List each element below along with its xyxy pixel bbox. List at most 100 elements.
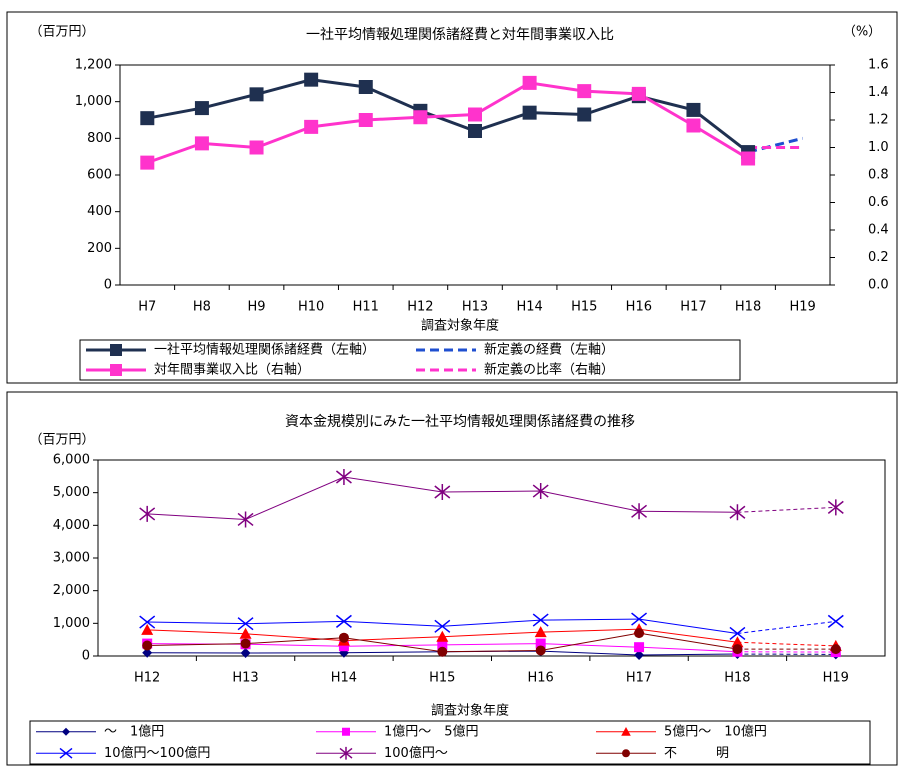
y-axis-label: （百万円） <box>29 433 94 448</box>
legend-marker <box>339 746 353 760</box>
y-tick-label: 0 <box>104 278 112 293</box>
series-line <box>747 136 804 154</box>
y-tick-label: 400 <box>87 204 112 219</box>
y-tick-label: 1,200 <box>75 58 112 73</box>
data-point <box>304 119 319 134</box>
x-tick-label: H13 <box>232 671 258 686</box>
y2-tick-label: 1.6 <box>868 58 889 73</box>
legend-label: 新定義の比率（右軸） <box>484 362 614 378</box>
data-point <box>686 118 701 133</box>
x-tick-label: H7 <box>138 300 156 315</box>
data-point <box>239 627 252 639</box>
data-point <box>140 155 155 170</box>
data-point <box>634 642 645 653</box>
x-tick-label: H16 <box>528 671 554 686</box>
y-tick-label: 200 <box>87 241 112 256</box>
data-point <box>436 630 449 642</box>
x-tick-label: H10 <box>298 300 324 315</box>
x-tick-label: H13 <box>462 300 488 315</box>
data-point <box>830 644 841 655</box>
legend-marker <box>59 747 73 759</box>
y-tick-label: 5,000 <box>53 485 90 500</box>
y-tick-label: 4,000 <box>53 518 90 533</box>
data-point <box>522 105 537 120</box>
data-point <box>141 623 154 635</box>
series-line <box>737 641 836 647</box>
chart-title: 一社平均情報処理関係諸経費と対年間事業収入比 <box>306 27 614 43</box>
legend-label: 1億円～ 5億円 <box>384 723 479 739</box>
x-tick-label: H19 <box>823 671 849 686</box>
x-tick-label: H8 <box>193 300 211 315</box>
y2-tick-label: 1.2 <box>868 113 889 128</box>
y2-tick-label: 0.6 <box>868 195 889 210</box>
legend-marker <box>622 749 630 758</box>
series-line <box>737 506 836 513</box>
data-point <box>358 80 373 94</box>
y2-tick-label: 0.0 <box>868 278 889 293</box>
x-tick-label: H14 <box>516 300 542 315</box>
data-point <box>335 468 352 485</box>
data-point <box>532 483 549 500</box>
data-point <box>338 632 349 643</box>
legend-marker <box>62 727 70 736</box>
legend-marker <box>621 726 631 736</box>
data-point <box>468 124 482 138</box>
data-point <box>729 504 746 521</box>
y2-tick-label: 0.4 <box>868 223 889 238</box>
data-point <box>304 72 319 87</box>
y2-tick-label: 1.4 <box>868 85 889 100</box>
data-point <box>249 140 264 155</box>
y-tick-label: 800 <box>87 131 112 146</box>
data-point <box>437 646 448 657</box>
legend-label: 対年間事業収入比（右軸） <box>154 362 310 378</box>
x-tick-label: H15 <box>571 300 597 315</box>
legend-label: 100億円～ <box>384 745 448 761</box>
data-point <box>522 75 537 90</box>
x-tick-label: H11 <box>353 300 379 315</box>
y2-tick-label: 0.8 <box>868 168 889 183</box>
series-line <box>737 620 836 634</box>
legend-frame <box>79 339 741 381</box>
data-point <box>142 647 153 658</box>
data-point <box>358 113 373 127</box>
data-point <box>240 638 251 649</box>
data-point <box>194 101 209 116</box>
legend-label: ～ 1億円 <box>104 723 164 739</box>
series-line <box>146 81 749 165</box>
y-tick-label: 600 <box>87 168 112 183</box>
x-tick-label: H15 <box>429 671 455 686</box>
legend-label: 5億円～ 10億円 <box>664 723 767 739</box>
data-point <box>631 612 648 626</box>
chart-frame <box>6 391 898 766</box>
data-point <box>249 87 264 102</box>
y2-axis-label: （%） <box>843 25 881 40</box>
data-point <box>434 484 451 501</box>
x-tick-label: H12 <box>407 300 433 315</box>
legend-marker <box>342 727 350 736</box>
y-tick-label: 3,000 <box>53 551 90 566</box>
data-point <box>237 617 254 631</box>
y-axis-label: （百万円） <box>29 25 94 40</box>
x-tick-label: H9 <box>248 300 266 315</box>
y-tick-label: 2,000 <box>53 583 90 598</box>
x-tick-label: H19 <box>790 300 816 315</box>
x-tick-label: H18 <box>724 671 750 686</box>
legend-label: 不 明 <box>664 746 729 761</box>
data-point <box>732 644 743 655</box>
data-point <box>741 151 756 166</box>
legend-label: 新定義の経費（左軸） <box>484 342 614 358</box>
x-tick-label: H14 <box>331 671 357 686</box>
data-point <box>827 499 844 516</box>
x-tick-label: H18 <box>735 300 761 315</box>
data-point <box>631 86 646 101</box>
data-point <box>434 619 451 633</box>
y-tick-label: 0 <box>82 649 90 664</box>
y-tick-label: 6,000 <box>53 453 90 468</box>
data-point <box>729 626 746 641</box>
x-tick-label: H12 <box>134 671 160 686</box>
chart-frame <box>6 11 898 384</box>
data-point <box>335 614 352 628</box>
data-point <box>577 107 592 122</box>
data-point <box>535 638 546 649</box>
